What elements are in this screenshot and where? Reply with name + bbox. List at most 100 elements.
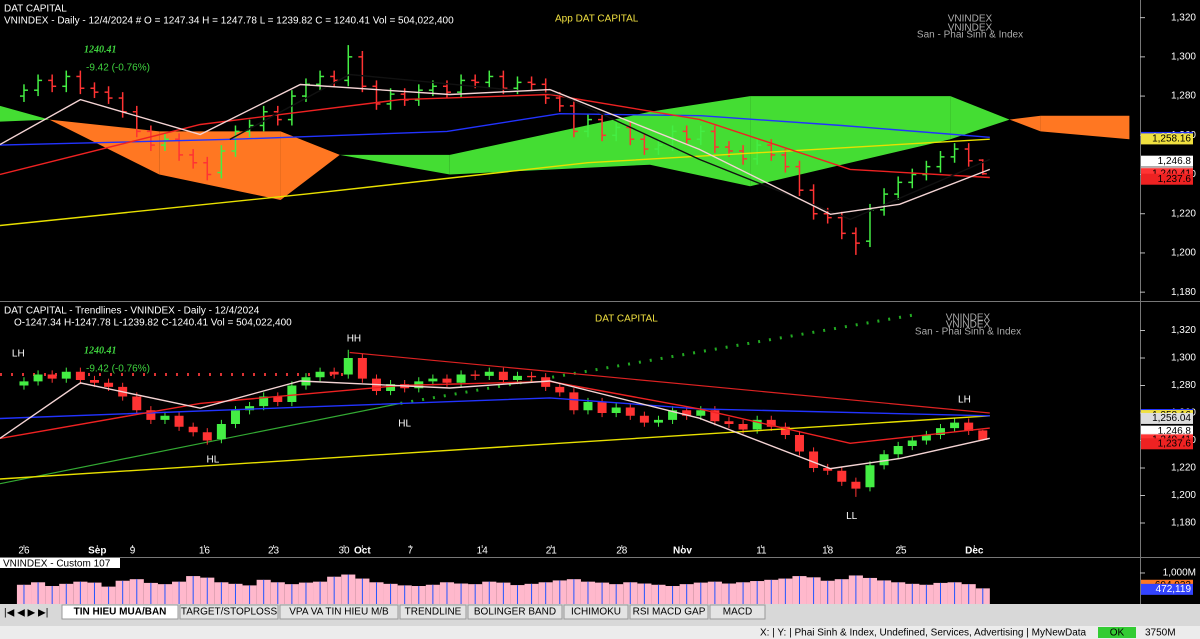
candle-body bbox=[527, 375, 537, 378]
tab-label[interactable]: TRENDLINE bbox=[405, 607, 462, 618]
y-tick-label: 1,280 bbox=[1171, 91, 1196, 102]
ichimoku-cloud bbox=[0, 105, 50, 122]
pane-subtitle: O-1247.34 H-1247.78 L-1239.82 C-1240.41 … bbox=[14, 318, 292, 329]
status-bar bbox=[0, 626, 1200, 639]
ichimoku-cloud bbox=[339, 154, 450, 175]
ichimoku-cloud bbox=[280, 131, 340, 200]
candle-body bbox=[597, 402, 607, 413]
candle-body bbox=[357, 358, 367, 379]
x-tick-label: Oct bbox=[354, 546, 371, 557]
y-tick-label: 1,220 bbox=[1171, 208, 1196, 219]
x-tick-label: 7 bbox=[408, 546, 414, 557]
swing-label: LH bbox=[958, 395, 971, 406]
price-tag bbox=[1141, 412, 1193, 424]
candle-body bbox=[682, 410, 692, 416]
candle-body bbox=[315, 371, 325, 378]
candle-body bbox=[245, 406, 255, 411]
y-tick-label: 1,200 bbox=[1171, 248, 1196, 259]
candle-body bbox=[512, 375, 522, 380]
y-tick-label: 1,320 bbox=[1171, 325, 1196, 336]
ichimoku-cloud bbox=[449, 111, 650, 175]
tab[interactable] bbox=[61, 604, 179, 620]
price-tag-label: 1,246.8 bbox=[1158, 426, 1192, 437]
price-tag-label: 1,237.6 bbox=[1158, 438, 1192, 449]
tab[interactable] bbox=[467, 604, 563, 620]
ichimoku-cloud bbox=[950, 96, 1010, 140]
candle-body bbox=[893, 446, 903, 455]
candle-body bbox=[259, 396, 269, 407]
candle-body bbox=[710, 410, 720, 422]
price-tag-label: 1,258.16 bbox=[1152, 134, 1191, 145]
tab[interactable] bbox=[279, 604, 399, 620]
center-label: App DAT CAPITAL bbox=[555, 14, 639, 25]
tab[interactable] bbox=[179, 604, 279, 620]
candle-body bbox=[907, 440, 917, 446]
tab-label[interactable]: RSI MACD GAP bbox=[633, 607, 706, 618]
tab-label[interactable]: ICHIMOKU bbox=[571, 607, 621, 618]
candle-body bbox=[104, 382, 114, 387]
candle-body bbox=[47, 374, 57, 379]
candle-body bbox=[879, 454, 889, 466]
candle-body bbox=[202, 432, 212, 441]
candle-body bbox=[724, 421, 734, 424]
candle-body bbox=[794, 435, 804, 452]
candle-body bbox=[61, 371, 71, 379]
pane-subtitle: VNINDEX - Daily - 12/4/2024 # O = 1247.3… bbox=[4, 16, 454, 27]
swing-label: HL bbox=[398, 419, 411, 430]
candle-body bbox=[230, 410, 240, 424]
volume-title: VNINDEX - Custom 107 bbox=[3, 559, 111, 570]
tab-label[interactable]: MACD bbox=[723, 607, 752, 618]
tab[interactable] bbox=[629, 604, 709, 620]
candle-body bbox=[978, 430, 988, 440]
candle-body bbox=[865, 465, 875, 488]
x-tick-label: Dec bbox=[965, 546, 984, 557]
candle-body bbox=[569, 392, 579, 411]
tab-label[interactable]: TIN HIEU MUA/BAN bbox=[74, 607, 167, 618]
candle-body bbox=[188, 426, 198, 433]
memory: 3750M bbox=[1145, 628, 1176, 639]
tab-label[interactable]: VPA VA TIN HIEU M/B bbox=[289, 607, 389, 618]
candle-body bbox=[273, 396, 283, 402]
indicator-line bbox=[0, 112, 990, 146]
nav-button[interactable]: |◀ ◀ ▶ ▶| bbox=[4, 608, 48, 619]
tab-label[interactable]: TARGET/STOPLOSS bbox=[181, 607, 278, 618]
candle-body bbox=[484, 371, 494, 376]
candle-body bbox=[583, 402, 593, 411]
x-tick-label: 23 bbox=[268, 546, 280, 557]
tab[interactable] bbox=[399, 604, 467, 620]
swing-label: LH bbox=[12, 349, 25, 360]
candle-body bbox=[738, 424, 748, 430]
indicator-line bbox=[0, 83, 991, 216]
trendline bbox=[349, 351, 990, 414]
ichimoku-cloud bbox=[1040, 115, 1130, 140]
price-tag-label: 1,237.6 bbox=[1158, 174, 1192, 185]
symbol-label: San - Phai Sinh & Index bbox=[917, 30, 1023, 41]
candle-body bbox=[19, 381, 29, 386]
x-tick-label: 28 bbox=[616, 546, 628, 557]
tab[interactable] bbox=[563, 604, 629, 620]
x-axis bbox=[0, 545, 1140, 558]
candle-body bbox=[780, 426, 790, 435]
tab[interactable] bbox=[709, 604, 766, 620]
price-tag bbox=[1141, 155, 1193, 167]
price-tag bbox=[1141, 133, 1193, 145]
candle-body bbox=[343, 358, 353, 375]
last-price: 1240.41 bbox=[84, 345, 117, 356]
candle-body bbox=[287, 385, 297, 402]
price-change: -9.42 (-0.76%) bbox=[86, 63, 150, 74]
candle-body bbox=[696, 410, 706, 416]
price-tag bbox=[1141, 173, 1193, 185]
candle-body bbox=[160, 415, 170, 420]
swing-label: LL bbox=[846, 511, 858, 522]
x-tick-label: 14 bbox=[477, 546, 489, 557]
candle-body bbox=[668, 410, 678, 420]
price-tag-label: 1,246.8 bbox=[1158, 156, 1192, 167]
indicator-line bbox=[0, 380, 990, 470]
tab-label[interactable]: BOLINGER BAND bbox=[474, 607, 556, 618]
y-tick-label: 1,300 bbox=[1171, 52, 1196, 63]
symbol-label: San - Phai Sinh & Index bbox=[915, 327, 1021, 338]
status-ok bbox=[1098, 627, 1136, 638]
swing-label: HL bbox=[207, 454, 220, 465]
candle-body bbox=[132, 396, 142, 411]
